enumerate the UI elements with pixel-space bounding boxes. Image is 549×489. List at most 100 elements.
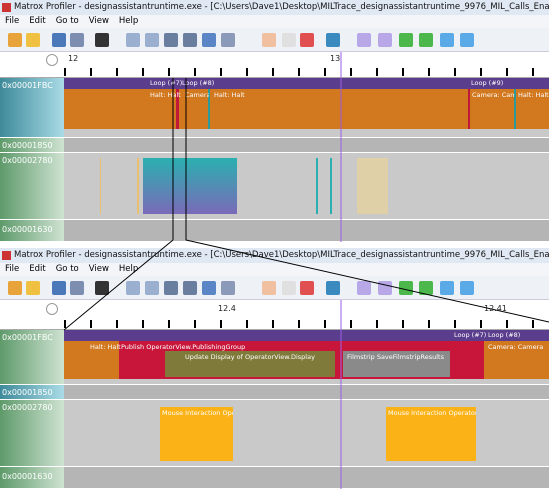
tool-button[interactable]: [357, 33, 371, 47]
thread-label: 0x00001850: [0, 138, 64, 153]
segment-label: Halt: Halt: [90, 343, 121, 351]
segment-label: Camera: Came: [472, 91, 514, 99]
tool-button[interactable]: [399, 281, 413, 295]
loop-label: Loop (#7): [454, 331, 487, 339]
menu-bar: File Edit Go to View Help: [0, 263, 549, 276]
tool-button[interactable]: [126, 281, 140, 295]
tool-button[interactable]: [262, 281, 276, 295]
call-marker: [514, 89, 516, 129]
segment-label: Publish OperatorView.PublishingGroup: [121, 343, 246, 351]
ruler-label: 13: [330, 54, 341, 63]
thread-label: 0x00001FBC: [0, 330, 64, 385]
tool-button[interactable]: [460, 33, 474, 47]
tool-button[interactable]: [70, 281, 84, 295]
title-bar: Matrox Profiler - designassistantruntime…: [0, 248, 549, 263]
menu-item[interactable]: Help: [118, 16, 139, 26]
call-marker: [137, 158, 139, 214]
tool-button[interactable]: [262, 33, 276, 47]
tool-button[interactable]: [145, 281, 159, 295]
menu-item[interactable]: Edit: [29, 16, 46, 26]
tool-button[interactable]: [95, 33, 109, 47]
tool-button[interactable]: [399, 33, 413, 47]
app-icon: [2, 3, 11, 12]
tool-button[interactable]: [419, 281, 433, 295]
menu-item[interactable]: Go to: [55, 264, 79, 274]
tool-button[interactable]: [440, 281, 454, 295]
tool-button[interactable]: [460, 281, 474, 295]
call-block: [160, 407, 233, 461]
tool-button[interactable]: [378, 33, 392, 47]
call-marker: [316, 158, 318, 214]
tool-button[interactable]: [8, 281, 22, 295]
tool-button[interactable]: [26, 281, 40, 295]
call-marker: [100, 158, 101, 214]
call-marker: [468, 89, 470, 129]
call-block: [386, 407, 476, 461]
tool-button[interactable]: [419, 33, 433, 47]
tool-button[interactable]: [70, 33, 84, 47]
call-block: [357, 158, 388, 214]
tool-button[interactable]: [300, 281, 314, 295]
tool-button[interactable]: [183, 281, 197, 295]
tool-button[interactable]: [202, 281, 216, 295]
tool-button[interactable]: [95, 281, 109, 295]
menu-item[interactable]: Go to: [55, 16, 79, 26]
menu-item[interactable]: Edit: [29, 264, 46, 274]
collapse-button[interactable]: [46, 54, 58, 66]
segment-label: Mouse Interaction Opera: [162, 409, 233, 417]
ruler-ticks: [64, 68, 549, 76]
call-block: [343, 351, 450, 377]
tool-button[interactable]: [202, 33, 216, 47]
tool-button[interactable]: [183, 33, 197, 47]
thread-track: [64, 153, 549, 220]
segment-label: Halt: Halt: [214, 91, 245, 99]
thread-track: [64, 138, 549, 153]
time-ruler: 12 13: [0, 52, 549, 78]
tool-button[interactable]: [164, 281, 178, 295]
tool-button[interactable]: [300, 33, 314, 47]
tool-button[interactable]: [282, 33, 296, 47]
call-block: [143, 158, 237, 214]
tool-button[interactable]: [126, 33, 140, 47]
tool-button[interactable]: [326, 33, 340, 47]
tool-button[interactable]: [52, 281, 66, 295]
call-block: [165, 351, 335, 377]
thread-label: 0x00002780: [0, 153, 64, 220]
loop-bar: [64, 330, 549, 341]
tool-button[interactable]: [164, 33, 178, 47]
segment-label: Halt: Halt: [518, 91, 549, 99]
collapse-button[interactable]: [46, 303, 58, 315]
toolbar: [0, 28, 549, 52]
zoom-line: [185, 239, 549, 323]
thread-track: [64, 385, 549, 400]
segment-label: Camera: C: [185, 91, 209, 99]
loop-label: Loop (#7): [150, 79, 183, 87]
call-marker: [208, 89, 210, 129]
tool-button[interactable]: [357, 281, 371, 295]
menu-item[interactable]: View: [88, 264, 109, 274]
menu-item[interactable]: Help: [118, 264, 139, 274]
tool-button[interactable]: [221, 33, 235, 47]
segment-label: Camera: Camera: [488, 343, 544, 351]
thread-label: 0x00001FBC: [0, 78, 64, 138]
tool-button[interactable]: [8, 33, 22, 47]
thread-label: 0x00001850: [0, 385, 64, 400]
tool-button[interactable]: [145, 33, 159, 47]
menu-item[interactable]: View: [88, 16, 109, 26]
ruler-label: 12.4: [218, 304, 236, 313]
tool-button[interactable]: [26, 33, 40, 47]
tool-button[interactable]: [282, 281, 296, 295]
tool-button[interactable]: [221, 281, 235, 295]
tool-button[interactable]: [326, 281, 340, 295]
thread-track: Loop (#7) Loop (#8) Loop (#9) Halt: Halt…: [64, 78, 549, 138]
menu-item[interactable]: File: [5, 264, 20, 274]
tool-button[interactable]: [440, 33, 454, 47]
thread-label: 0x00001630: [0, 220, 64, 242]
menu-item[interactable]: File: [5, 16, 20, 26]
thread-track: Mouse Interaction Opera Mouse Interactio…: [64, 400, 549, 467]
thread-track: [64, 220, 549, 242]
ruler-ticks: [64, 320, 549, 328]
menu-bar: File Edit Go to View Help: [0, 15, 549, 28]
tool-button[interactable]: [52, 33, 66, 47]
